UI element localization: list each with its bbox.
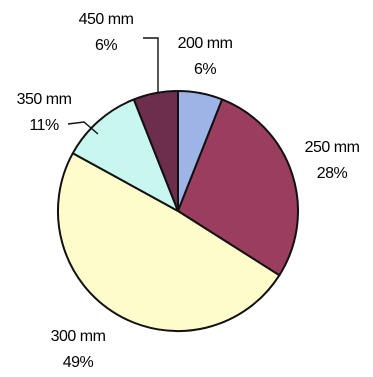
leader-lines — [67, 37, 159, 135]
slice-labels: 200 mm 6% 250 mm 28% 300 mm 49% 350 mm 11% 450 m… — [17, 11, 360, 371]
slice-name-label: 250 mm — [305, 139, 360, 156]
slice-percent-label: 6% — [194, 61, 216, 78]
pie-slice-250-mm — [177, 98, 299, 277]
pie-slices — [57, 90, 299, 332]
slice-percent-label: 28% — [317, 165, 348, 182]
pie-slice-300-mm — [57, 152, 281, 332]
slice-percent-label: 6% — [95, 37, 117, 54]
pie-slice-450-mm — [132, 90, 179, 212]
slice-percent-label: 11% — [29, 117, 59, 134]
pie-slice-350-mm — [71, 98, 179, 212]
slice-name-label: 300 mm — [51, 328, 106, 345]
slice-name-label: 200 mm — [178, 35, 233, 52]
leader-line-450-mm — [143, 37, 159, 92]
slice-name-label: 450 mm — [79, 11, 134, 28]
leader-line-350-mm — [67, 121, 99, 135]
slice-name-label: 350 mm — [17, 91, 72, 108]
slice-percent-label: 49% — [63, 354, 94, 371]
